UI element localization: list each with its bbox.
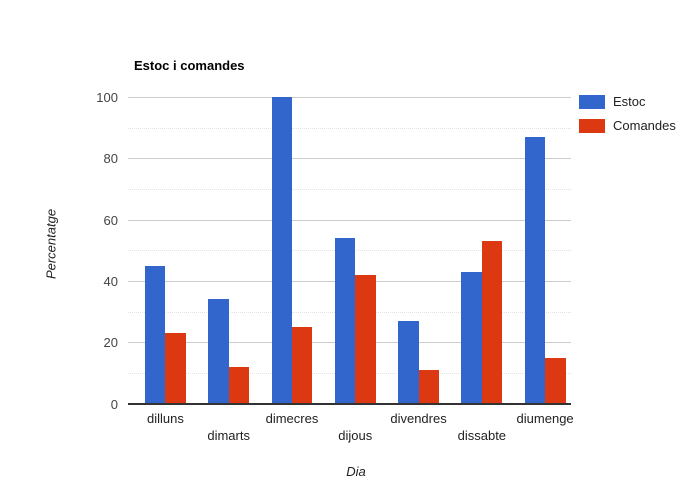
- bar-estoc-dijous[interactable]: [334, 238, 356, 404]
- bar-comandes-dissabte[interactable]: [481, 241, 503, 404]
- bar-comandes-diumenge[interactable]: [545, 357, 566, 404]
- gridline-minor: [128, 127, 571, 129]
- bar-comandes-dijous[interactable]: [355, 274, 376, 404]
- legend: Estoc Comandes: [579, 94, 676, 142]
- bar-estoc-dimecres[interactable]: [271, 97, 292, 404]
- gridline-major: [128, 158, 571, 160]
- legend-swatch-comandes: [579, 118, 605, 133]
- bar-comandes-dilluns[interactable]: [165, 333, 186, 404]
- x-category-label: divendres: [390, 411, 447, 426]
- bar-estoc-divendres[interactable]: [398, 320, 419, 404]
- gridline-minor: [128, 188, 571, 190]
- y-tick-label: 100: [96, 90, 118, 105]
- bar-comandes-dimarts[interactable]: [228, 366, 250, 404]
- x-axis-line: [128, 402, 571, 405]
- bar-estoc-dimarts[interactable]: [208, 299, 229, 404]
- x-category-label: dimarts: [207, 428, 250, 443]
- legend-item-comandes: Comandes: [579, 118, 676, 133]
- legend-swatch-estoc: [579, 94, 605, 109]
- y-tick-label: 40: [103, 273, 118, 289]
- x-category-label: dimecres: [265, 411, 319, 426]
- legend-item-estoc: Estoc: [579, 94, 676, 109]
- y-tick-label: 80: [103, 151, 118, 167]
- bar-estoc-dilluns[interactable]: [145, 265, 166, 404]
- legend-label: Comandes: [613, 118, 676, 133]
- gridline-major: [128, 219, 571, 221]
- x-axis-title: Dia: [346, 464, 366, 479]
- x-category-label: dijous: [338, 428, 373, 443]
- x-category-label: diumenge: [516, 411, 574, 426]
- x-category-label: dilluns: [146, 411, 184, 426]
- bar-estoc-dissabte[interactable]: [461, 271, 482, 404]
- gridline-major: [128, 97, 571, 98]
- bar-comandes-dimecres[interactable]: [291, 326, 313, 404]
- y-tick-label: 60: [103, 212, 118, 228]
- y-axis-title: Percentatge: [43, 208, 59, 280]
- y-tick-label: 20: [103, 335, 118, 351]
- legend-label: Estoc: [613, 94, 646, 109]
- bar-estoc-diumenge[interactable]: [524, 136, 546, 404]
- plot-area: [128, 97, 571, 405]
- y-tick-label: 0: [110, 396, 118, 412]
- x-category-label: dissabte: [457, 428, 507, 443]
- chart-title: Estoc i comandes: [134, 58, 245, 73]
- bar-comandes-divendres[interactable]: [418, 369, 439, 404]
